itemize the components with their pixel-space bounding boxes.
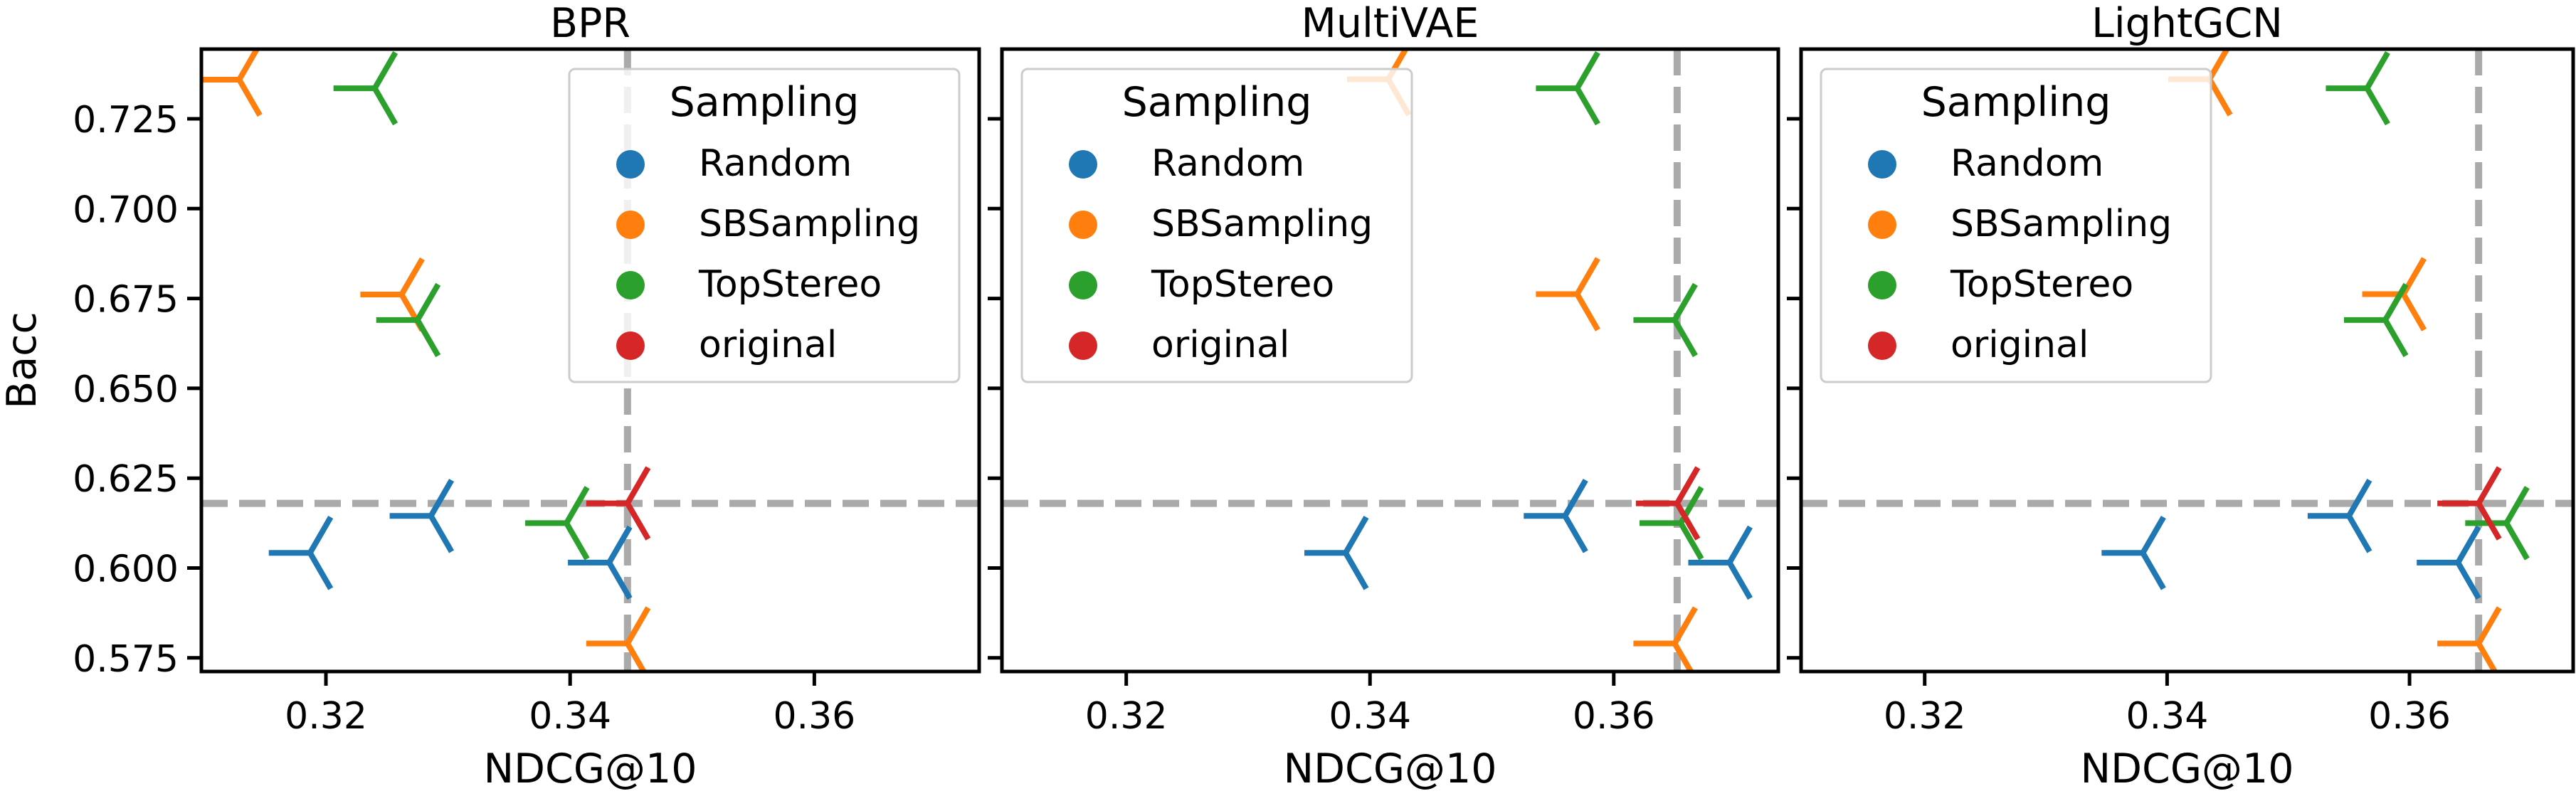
legend: Sampling Random SBSampling TopStereo origina… bbox=[568, 68, 961, 383]
x-tick-label: 0.36 bbox=[773, 695, 855, 738]
legend-marker-random bbox=[1868, 150, 1896, 179]
legend-label-random: Random bbox=[1151, 142, 1304, 185]
legend-marker-random bbox=[1069, 150, 1097, 179]
legend-box bbox=[1820, 68, 2212, 383]
x-axis-label: NDCG@10 bbox=[2080, 745, 2293, 792]
y-tick-label: 0.700 bbox=[73, 189, 179, 231]
point-topstereo-2 bbox=[2465, 486, 2530, 561]
x-tick-label: 0.32 bbox=[1085, 695, 1168, 738]
legend-label-sbsampling: SBSampling bbox=[699, 203, 920, 245]
y-tick-label: 0.625 bbox=[73, 458, 179, 501]
chart-title: BPR bbox=[550, 0, 630, 47]
point-original-0 bbox=[2437, 466, 2502, 541]
point-topstereo-1 bbox=[1633, 282, 1698, 358]
y-axis-label: Bacc bbox=[0, 312, 46, 409]
panel-lightgcn: Sampling Random SBSampling TopStereo origina… bbox=[1787, 0, 2575, 792]
point-sbsampling-0 bbox=[201, 49, 263, 117]
point-random-0 bbox=[2101, 516, 2166, 590]
legend-label-random: Random bbox=[1951, 142, 2103, 185]
legend-label-topstereo: TopStereo bbox=[1151, 263, 1334, 306]
point-random-1 bbox=[389, 479, 455, 553]
legend-label-original: original bbox=[1951, 324, 2089, 366]
legend-label-topstereo: TopStereo bbox=[1950, 263, 2133, 306]
x-tick-label: 0.34 bbox=[529, 695, 611, 738]
y-tick-label: 0.575 bbox=[73, 638, 179, 681]
legend-box bbox=[1020, 68, 1413, 383]
chart-title: LightGCN bbox=[2091, 0, 2283, 47]
x-tick-label: 0.32 bbox=[1884, 695, 1966, 738]
legend-marker-sbsampling bbox=[1868, 211, 1896, 239]
y-tick-label: 0.600 bbox=[73, 548, 179, 591]
legend-label-sbsampling: SBSampling bbox=[1151, 203, 1373, 245]
point-topstereo-0 bbox=[1536, 51, 1600, 126]
axes-frame bbox=[199, 47, 981, 674]
legend-marker-original bbox=[1069, 331, 1097, 360]
legend-marker-topstereo bbox=[616, 271, 645, 299]
plot-area bbox=[1801, 49, 2573, 672]
point-random-0 bbox=[268, 516, 334, 590]
chart-title: MultiVAE bbox=[1302, 0, 1479, 47]
point-random-2 bbox=[1688, 525, 1753, 600]
legend-title: Sampling bbox=[1122, 79, 1312, 126]
point-topstereo-0 bbox=[333, 51, 398, 126]
point-random-1 bbox=[2307, 479, 2372, 553]
point-topstereo-0 bbox=[2326, 51, 2390, 126]
point-topstereo-2 bbox=[525, 486, 590, 561]
axes-frame bbox=[1799, 47, 2575, 674]
point-topstereo-1 bbox=[2343, 282, 2409, 358]
legend: Sampling Random SBSampling TopStereo origina… bbox=[1820, 68, 2212, 383]
legend-marker-topstereo bbox=[1069, 271, 1097, 299]
x-axis-label: NDCG@10 bbox=[483, 745, 697, 792]
y-tick-label: 0.725 bbox=[73, 99, 179, 142]
point-sbsampling-2 bbox=[1633, 606, 1698, 672]
x-axis-label: NDCG@10 bbox=[1283, 745, 1496, 792]
legend-label-original: original bbox=[1151, 324, 1289, 366]
point-topstereo-2 bbox=[1639, 486, 1704, 561]
legend-title: Sampling bbox=[670, 79, 860, 126]
point-sbsampling-2 bbox=[2437, 606, 2502, 672]
legend-label-random: Random bbox=[699, 142, 852, 185]
legend-marker-sbsampling bbox=[1069, 211, 1097, 239]
legend-marker-random bbox=[616, 150, 645, 179]
plot-area bbox=[1002, 49, 1778, 672]
legend-label-sbsampling: SBSampling bbox=[1951, 203, 2172, 245]
legend-label-original: original bbox=[699, 324, 837, 366]
x-tick-label: 0.36 bbox=[2368, 695, 2451, 738]
point-random-2 bbox=[568, 525, 633, 600]
legend-marker-original bbox=[1868, 331, 1896, 360]
legend-marker-original bbox=[616, 331, 645, 360]
point-sbsampling-2 bbox=[586, 606, 651, 672]
legend-title: Sampling bbox=[1921, 79, 2111, 126]
axes-frame bbox=[1000, 47, 1780, 674]
panel-multivae: Sampling Random SBSampling TopStereo origina… bbox=[988, 0, 1780, 792]
legend-marker-topstereo bbox=[1868, 271, 1896, 299]
panel-bpr: Sampling Random SBSampling TopStereo origina… bbox=[0, 0, 981, 792]
point-sbsampling-1 bbox=[1536, 257, 1600, 331]
x-tick-label: 0.34 bbox=[2126, 695, 2209, 738]
y-tick-label: 0.650 bbox=[73, 368, 179, 411]
x-tick-label: 0.34 bbox=[1329, 695, 1411, 738]
point-random-0 bbox=[1304, 516, 1369, 590]
point-original-0 bbox=[586, 466, 651, 541]
x-tick-label: 0.36 bbox=[1573, 695, 1655, 738]
point-original-0 bbox=[1635, 466, 1701, 541]
legend-label-topstereo: TopStereo bbox=[698, 263, 882, 306]
y-tick-label: 0.675 bbox=[73, 279, 179, 322]
x-tick-label: 0.32 bbox=[285, 695, 367, 738]
point-random-2 bbox=[2417, 525, 2481, 600]
legend: Sampling Random SBSampling TopStereo origina… bbox=[1020, 68, 1413, 383]
point-random-1 bbox=[1524, 479, 1588, 553]
legend-box bbox=[568, 68, 961, 383]
legend-marker-sbsampling bbox=[616, 211, 645, 239]
point-topstereo-1 bbox=[376, 282, 441, 358]
